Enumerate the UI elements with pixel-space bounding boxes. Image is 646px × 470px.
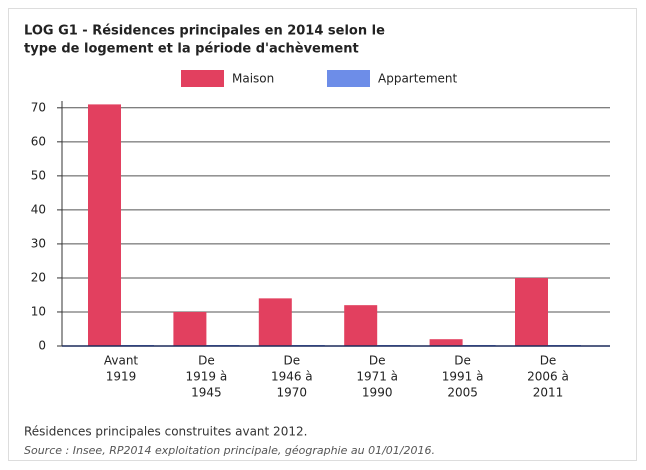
- bar: [173, 311, 207, 346]
- bar: [515, 277, 548, 346]
- bar: [88, 104, 121, 347]
- y-tick-label: 0: [38, 339, 46, 353]
- x-tick-label: De: [540, 354, 557, 368]
- y-tick-label: 20: [31, 270, 46, 284]
- x-tick-label: 2005: [447, 386, 478, 400]
- x-tick-label: 1946 à: [271, 370, 313, 384]
- chart-title: type de logement et la période d'achèvem…: [24, 42, 359, 57]
- x-tick-label: 1971 à: [356, 370, 398, 384]
- y-tick-label: 30: [31, 236, 46, 250]
- source: Source : Insee, RP2014 exploitation prin…: [24, 444, 435, 457]
- x-tick-label: 1990: [362, 386, 393, 400]
- legend-label: Maison: [232, 72, 274, 86]
- x-tick-label: 2006 à: [527, 370, 569, 384]
- y-tick-label: 50: [31, 168, 46, 182]
- x-tick-label: Avant: [104, 354, 139, 368]
- y-tick-label: 40: [31, 202, 46, 216]
- y-tick-label: 70: [31, 100, 46, 114]
- bar: [429, 339, 463, 346]
- x-tick-label: De: [369, 354, 386, 368]
- bar: [258, 298, 292, 346]
- chart-title: LOG G1 - Résidences principales en 2014 …: [24, 24, 385, 39]
- note: Résidences principales construites avant…: [24, 425, 307, 439]
- x-tick-label: De: [283, 354, 300, 368]
- x-tick-label: De: [454, 354, 471, 368]
- legend-swatch: [181, 70, 224, 87]
- x-tick-label: 1991 à: [442, 370, 484, 384]
- bar: [344, 305, 378, 346]
- x-tick-label: 1919 à: [186, 370, 228, 384]
- y-tick-label: 60: [31, 134, 46, 148]
- legend-swatch: [327, 70, 370, 87]
- x-tick-label: De: [198, 354, 215, 368]
- x-tick-label: 1945: [191, 386, 222, 400]
- x-tick-label: 1919: [106, 370, 137, 384]
- legend-label: Appartement: [378, 72, 457, 86]
- x-tick-label: 2011: [533, 386, 564, 400]
- y-tick-label: 10: [31, 304, 46, 318]
- x-tick-label: 1970: [277, 386, 308, 400]
